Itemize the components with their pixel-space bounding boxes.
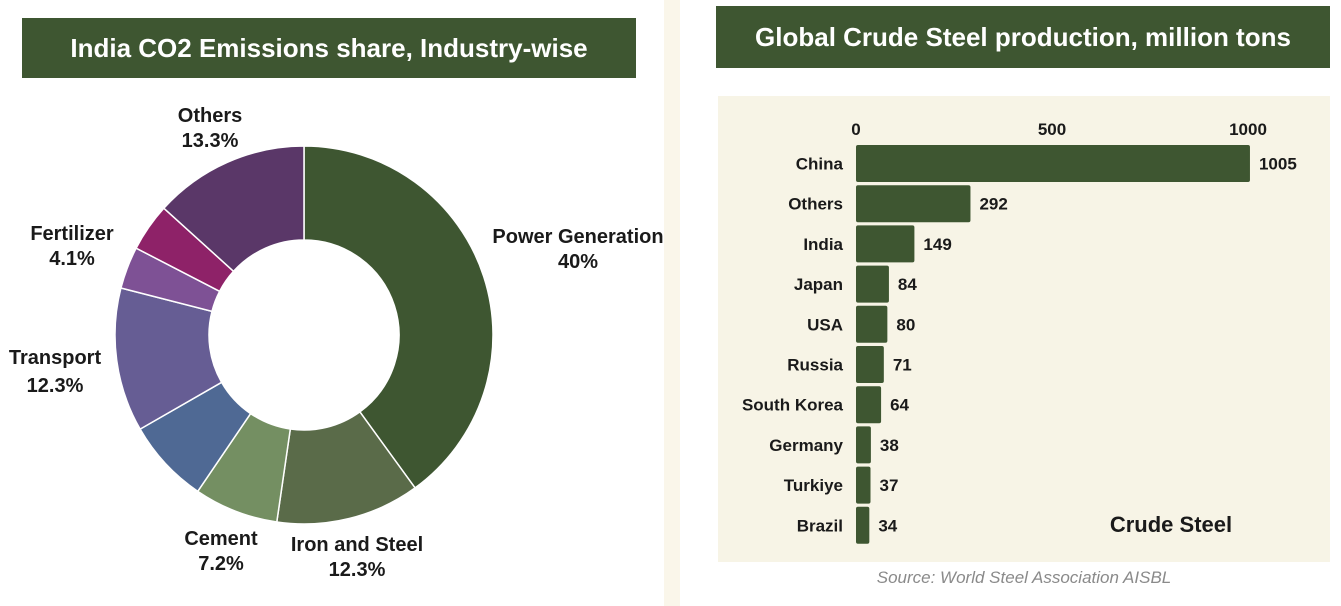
donut-value-transport: 12.3% xyxy=(27,375,84,397)
bar-china xyxy=(856,145,1250,182)
bar-japan xyxy=(856,265,889,303)
donut-slice-power-generation xyxy=(303,145,494,489)
donut-value-power-generation: 40% xyxy=(558,251,598,273)
donut-slice-others xyxy=(162,145,305,273)
bar-russia xyxy=(856,346,884,383)
donut-value-others: 13.3% xyxy=(182,130,239,152)
bar-value-label: 292 xyxy=(979,195,1007,214)
bar-germany xyxy=(856,426,871,464)
category-label: South Korea xyxy=(742,396,844,415)
donut-label-power-generation: Power Generation xyxy=(492,226,663,248)
x-tick-label: 0 xyxy=(851,120,860,139)
bar-chart-title: Global Crude Steel production, million t… xyxy=(716,6,1330,68)
donut-value-iron-and-steel: 12.3% xyxy=(329,559,386,581)
bar-india xyxy=(856,225,915,263)
bar-value-label: 149 xyxy=(923,235,951,254)
category-label: Brazil xyxy=(797,516,843,535)
bar-south-korea xyxy=(856,386,882,424)
donut-label-cement: Cement xyxy=(184,528,258,550)
donut-label-iron-and-steel: Iron and Steel xyxy=(291,534,423,556)
bar-others xyxy=(856,185,971,223)
category-label: Russia xyxy=(787,356,843,375)
donut-chart-title: India CO2 Emissions share, Industry-wise xyxy=(22,18,636,78)
bar-usa xyxy=(856,305,888,343)
bar-value-label: 1005 xyxy=(1259,155,1297,174)
bar-value-label: 84 xyxy=(898,275,917,294)
bar-turkiye xyxy=(856,466,871,504)
bar-value-label: 34 xyxy=(878,516,897,535)
bar-brazil xyxy=(856,506,870,544)
donut-label-fertilizer: Fertilizer xyxy=(30,223,114,245)
source-note: Source: World Steel Association AISBL xyxy=(876,568,1172,587)
category-label: Germany xyxy=(769,436,843,455)
x-tick-label: 1000 xyxy=(1229,120,1267,139)
donut-value-cement: 7.2% xyxy=(198,553,244,575)
donut-label-others: Others xyxy=(178,105,242,127)
bar-value-label: 38 xyxy=(880,436,899,455)
donut-label-transport: Transport xyxy=(9,347,102,369)
category-label: China xyxy=(796,155,844,174)
legend-label: Crude Steel xyxy=(1110,512,1232,537)
bar-value-label: 37 xyxy=(880,476,899,495)
category-label: Others xyxy=(788,195,843,214)
panel-divider xyxy=(664,0,680,606)
bar-value-label: 80 xyxy=(896,315,915,334)
category-label: Turkiye xyxy=(784,476,843,495)
bar-value-label: 71 xyxy=(893,356,912,375)
category-label: India xyxy=(803,235,843,254)
category-label: Japan xyxy=(794,275,843,294)
x-tick-label: 500 xyxy=(1038,120,1066,139)
bar-value-label: 64 xyxy=(890,396,909,415)
category-label: USA xyxy=(807,315,843,334)
donut-value-fertilizer: 4.1% xyxy=(49,248,95,270)
